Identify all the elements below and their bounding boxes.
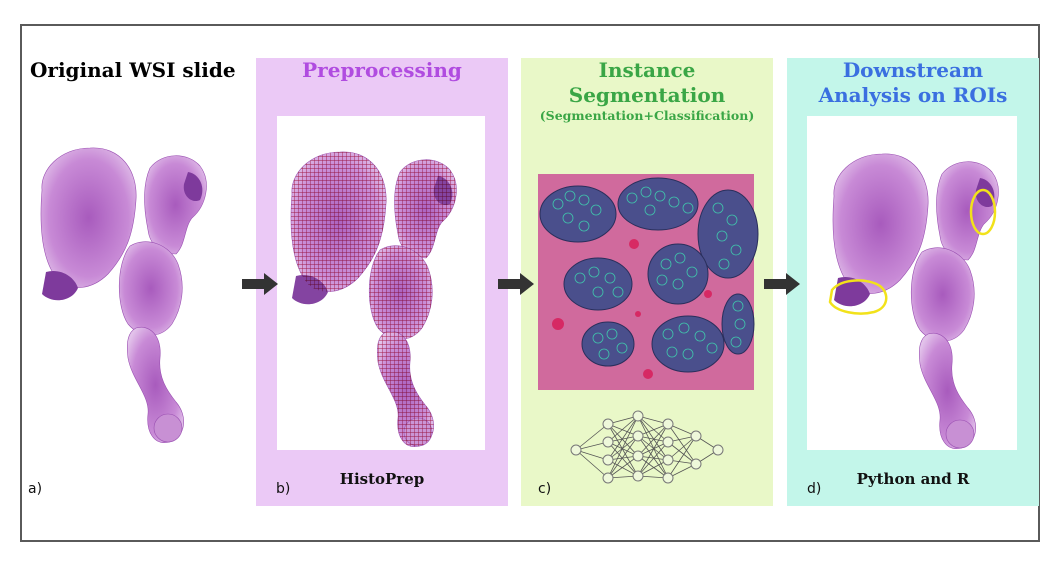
roi-outline xyxy=(969,188,997,236)
right-arrow-icon xyxy=(242,273,278,295)
panel-label-d: d) xyxy=(807,481,822,497)
preprocessing-title: Preprocessing xyxy=(302,58,462,82)
panel-label-b: b) xyxy=(276,481,291,497)
histoprep-label: HistoPrep xyxy=(339,470,425,488)
panel-label-c: c) xyxy=(538,481,552,497)
panel-label-a: a) xyxy=(28,481,43,497)
roi-outline xyxy=(828,279,888,315)
analysis-title-line1: Downstream xyxy=(842,58,984,82)
neural-network-icon xyxy=(570,410,724,484)
segmentation-subtitle: (Segmentation+Classification) xyxy=(539,108,755,123)
segmentation-micrograph xyxy=(538,174,759,390)
python-r-label: Python and R xyxy=(856,470,970,488)
right-arrow-icon xyxy=(498,273,534,295)
original-wsi-image xyxy=(40,147,207,444)
tiled-wsi-image xyxy=(290,151,457,448)
original-slide-title: Original WSI slide xyxy=(30,58,236,82)
segmentation-title-line2: Segmentation xyxy=(568,83,726,107)
analysis-title-line2: Analysis on ROIs xyxy=(818,83,1008,107)
right-arrow-icon xyxy=(764,273,800,295)
segmentation-title-line1: Instance xyxy=(598,58,696,82)
roi-wsi-image xyxy=(828,153,999,450)
